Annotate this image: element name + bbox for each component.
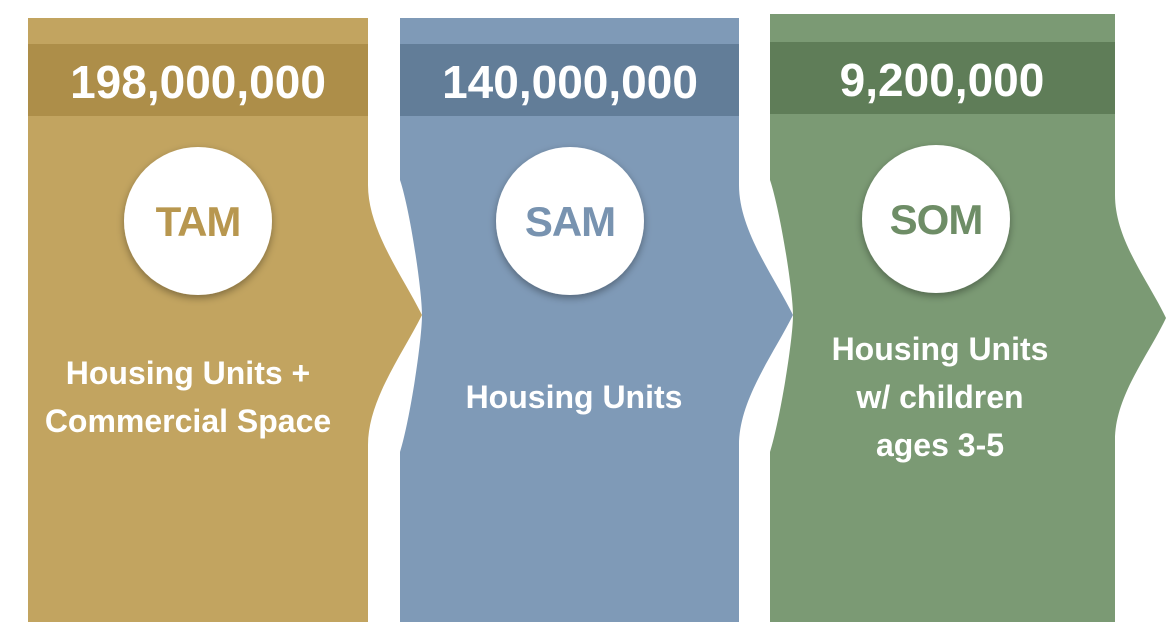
panel-tam: 198,000,000 TAM Housing Units + Commerci… <box>28 18 422 622</box>
panel-tam-description-line-2: Commercial Space <box>45 403 331 439</box>
panel-som-value-band <box>770 42 1115 114</box>
panel-tam-value-band <box>28 44 368 116</box>
panel-tam-circle <box>124 147 272 295</box>
panel-som-value: 9,200,000 <box>840 54 1045 106</box>
panel-tam-body <box>28 18 422 622</box>
panel-sam-acronym: SAM <box>525 198 615 245</box>
panel-som-acronym: SOM <box>890 196 983 243</box>
panel-sam-body <box>400 18 793 622</box>
panel-sam-circle <box>496 147 644 295</box>
panel-som: 9,200,000 SOM Housing Units w/ children … <box>770 14 1166 622</box>
panel-tam-description-line-1: Housing Units + <box>66 355 310 391</box>
panel-som-description-line-2: w/ children <box>855 379 1023 415</box>
panel-sam-value: 140,000,000 <box>442 56 698 108</box>
panel-som-body <box>770 14 1166 622</box>
panel-tam-acronym: TAM <box>156 198 241 245</box>
panel-sam-description-line-1: Housing Units <box>466 379 683 415</box>
panel-som-circle <box>862 145 1010 293</box>
panel-som-description-line-1: Housing Units <box>832 331 1049 367</box>
panel-tam-value: 198,000,000 <box>70 56 326 108</box>
panel-sam-value-band <box>400 44 739 116</box>
panel-som-description-line-3: ages 3-5 <box>876 427 1004 463</box>
panel-sam: 140,000,000 SAM Housing Units <box>400 18 793 622</box>
